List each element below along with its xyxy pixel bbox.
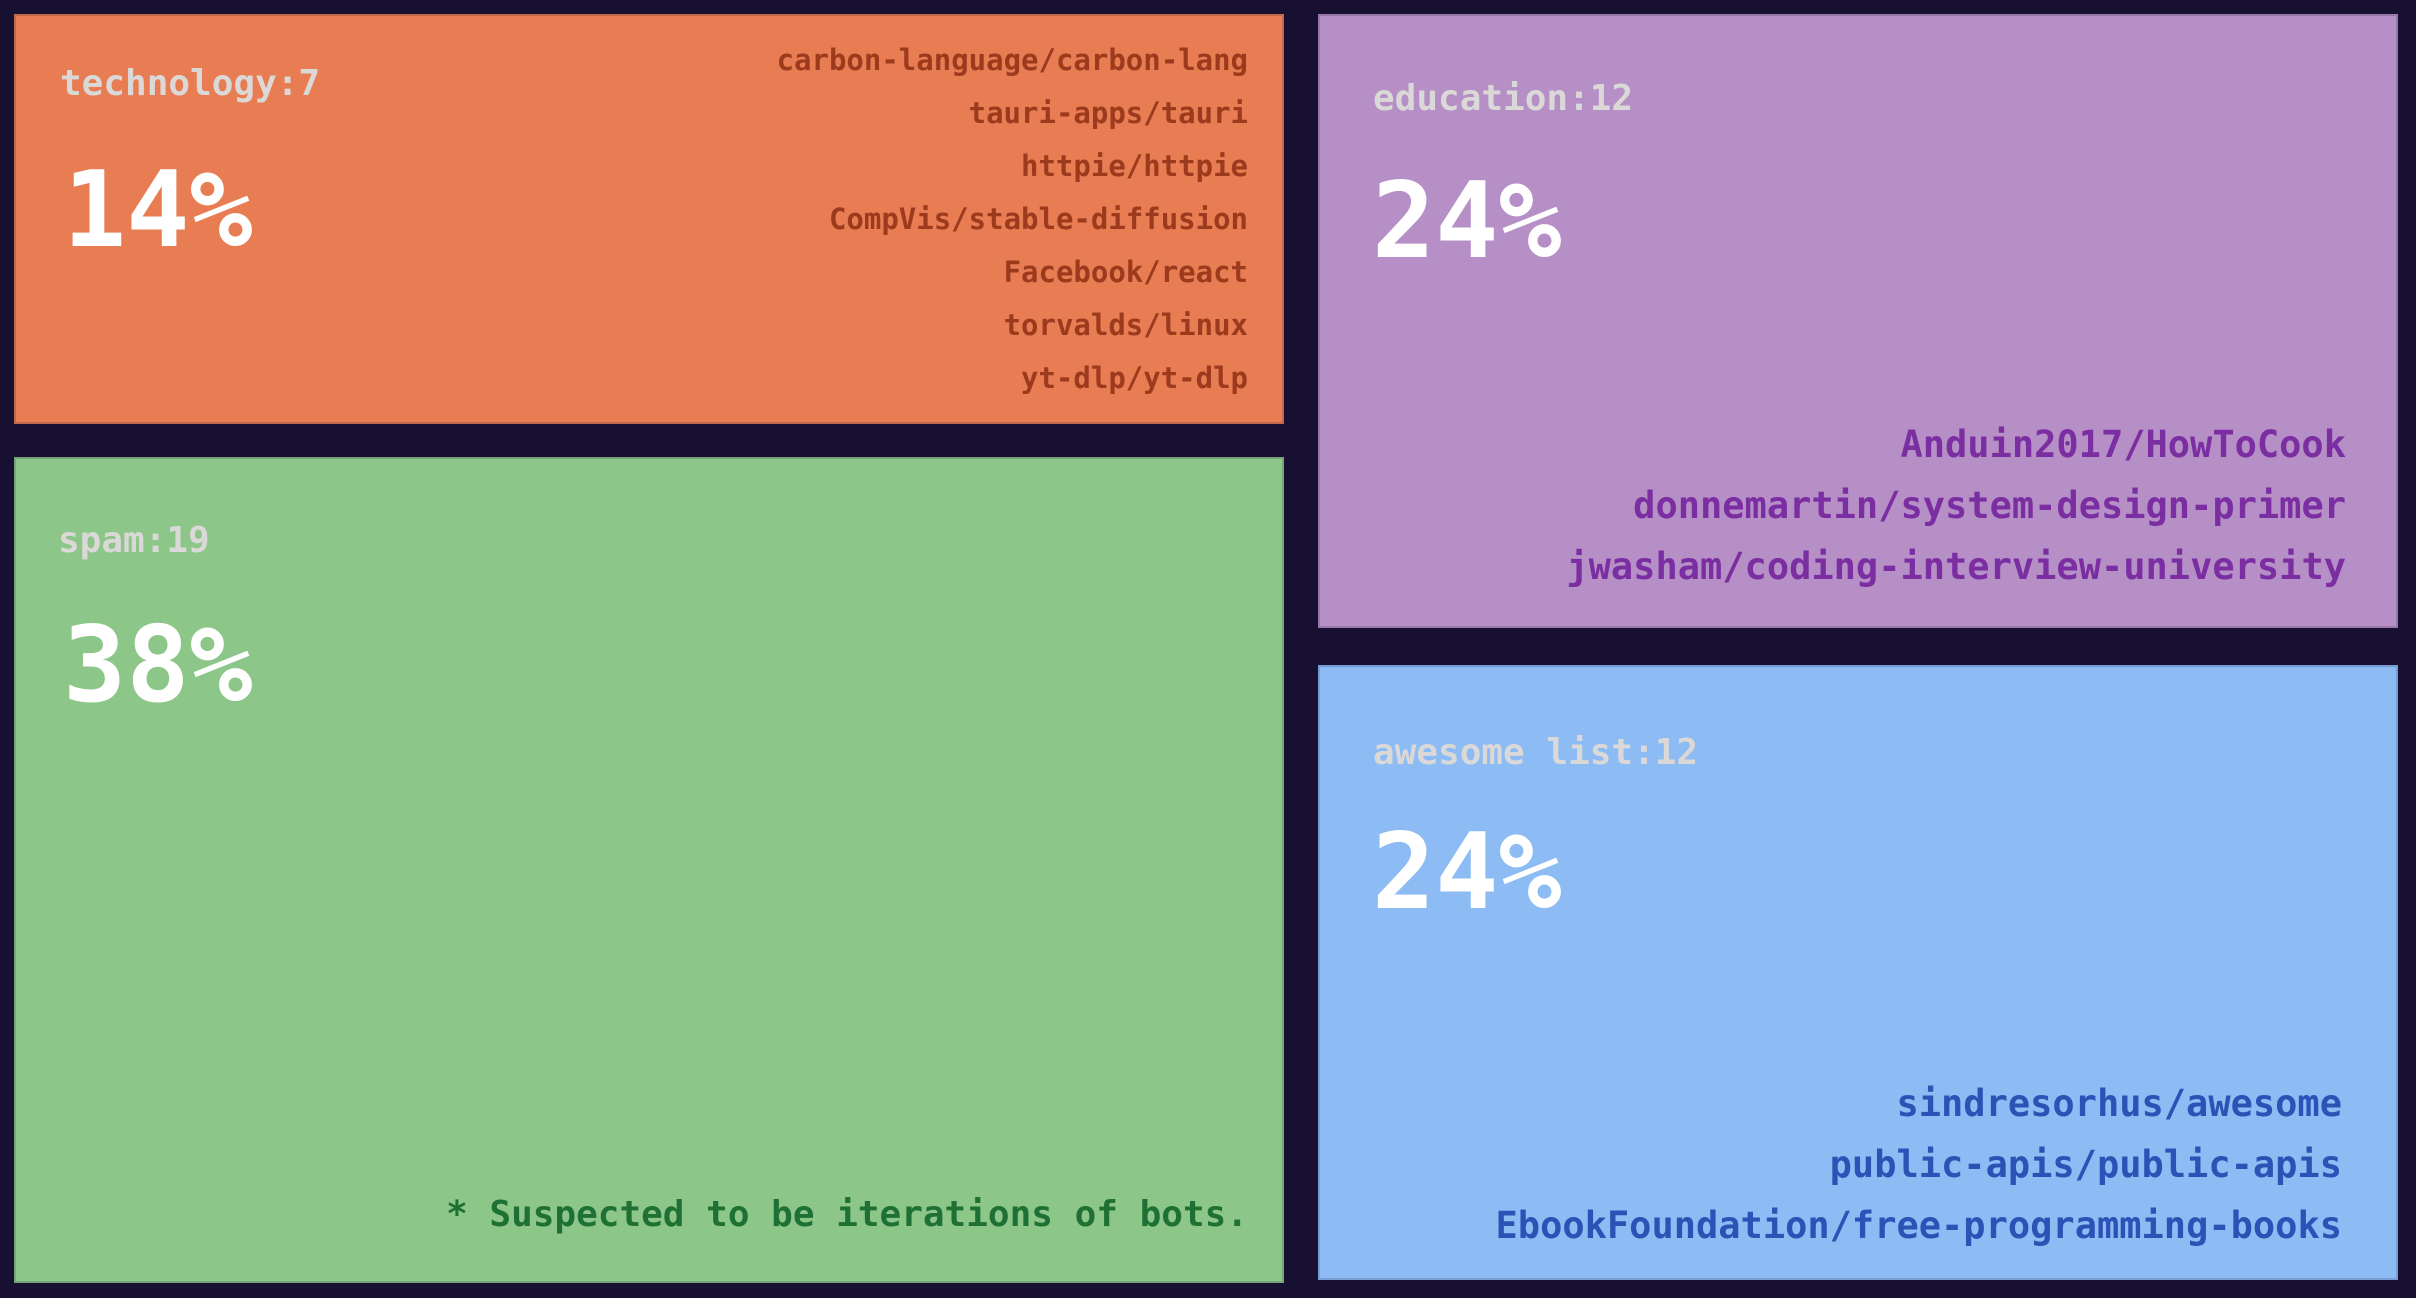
tile-education-header: education:12 bbox=[1373, 78, 1634, 119]
repo-item: Anduin2017/HowToCook bbox=[1900, 423, 2346, 466]
repo-item: yt-dlp/yt-dlp bbox=[1021, 361, 1248, 395]
tile-spam-footnote: * Suspected to be iterations of bots. bbox=[446, 1194, 1248, 1235]
repo-item: httpie/httpie bbox=[1021, 149, 1248, 183]
tile-awesome-list-percent: 24% bbox=[1372, 811, 1562, 933]
repo-item: CompVis/stable-diffusion bbox=[828, 202, 1248, 236]
tile-education: education:12 24% Anduin2017/HowToCook do… bbox=[1318, 14, 2398, 628]
tile-technology-percent: 14% bbox=[63, 149, 253, 271]
tile-awesome-list-repo-list: sindresorhus/awesome public-apis/public-… bbox=[1496, 1073, 2342, 1256]
tile-technology-header: technology:7 bbox=[60, 63, 321, 104]
repo-item: torvalds/linux bbox=[1003, 308, 1248, 342]
tile-awesome-list: awesome list:12 24% sindresorhus/awesome… bbox=[1318, 665, 2398, 1280]
repo-item: EbookFoundation/free-programming-books bbox=[1495, 1204, 2342, 1247]
tile-technology-repo-list: carbon-language/carbon-lang tauri-apps/t… bbox=[777, 34, 1248, 405]
tile-spam-header: spam:19 bbox=[58, 520, 210, 561]
repo-item: carbon-language/carbon-lang bbox=[776, 43, 1248, 77]
repo-item: jwasham/coding-interview-university bbox=[1566, 545, 2346, 588]
tile-technology: technology:7 14% carbon-language/carbon-… bbox=[14, 14, 1284, 424]
tile-awesome-list-header: awesome list:12 bbox=[1373, 732, 1699, 773]
tile-education-repo-list: Anduin2017/HowToCook donnemartin/system-… bbox=[1566, 414, 2346, 597]
tile-education-percent: 24% bbox=[1372, 160, 1562, 282]
repo-item: tauri-apps/tauri bbox=[968, 96, 1248, 130]
repo-item: donnemartin/system-design-primer bbox=[1633, 484, 2346, 527]
repo-item: public-apis/public-apis bbox=[1829, 1143, 2342, 1186]
tile-spam: spam:19 38% * Suspected to be iterations… bbox=[14, 457, 1284, 1283]
tile-spam-percent: 38% bbox=[63, 604, 253, 726]
repo-item: Facebook/react bbox=[1003, 255, 1248, 289]
repo-item: sindresorhus/awesome bbox=[1896, 1082, 2342, 1125]
